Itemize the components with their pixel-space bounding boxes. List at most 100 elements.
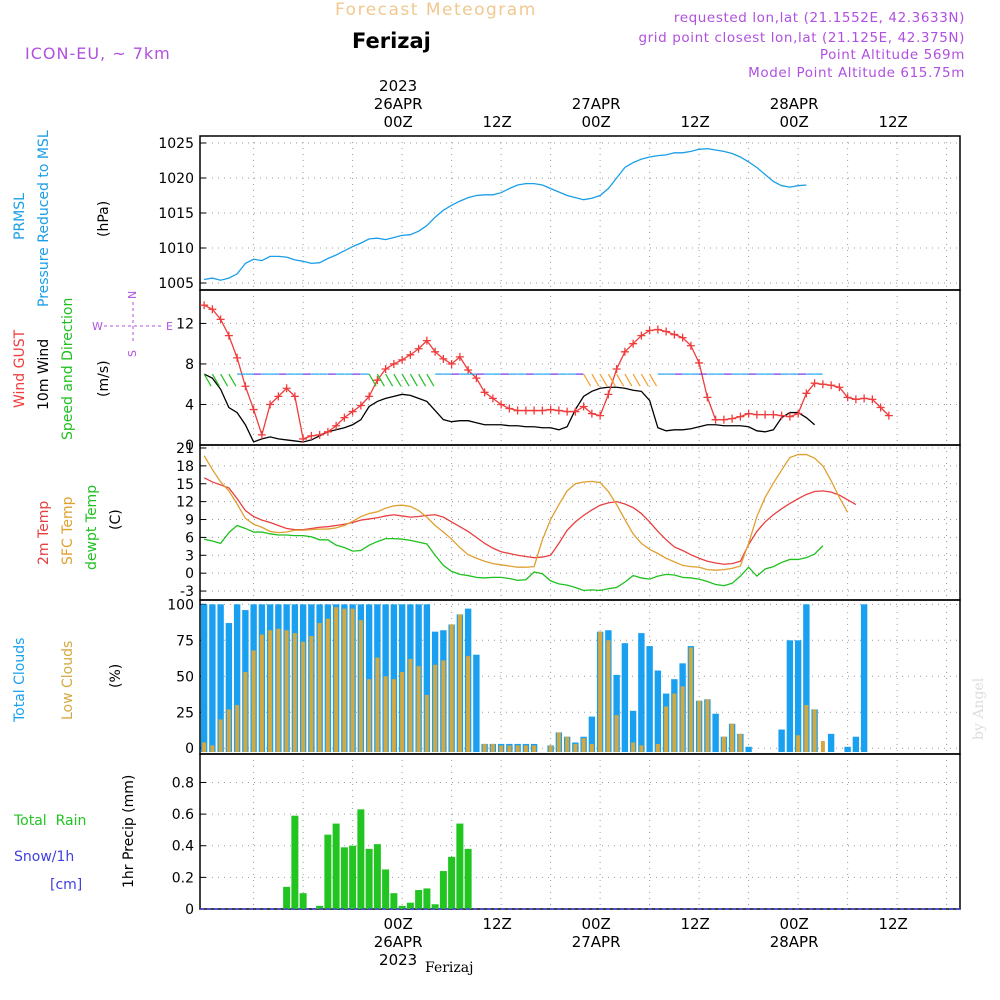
temperature-tick-label: 21 [176,441,194,457]
top-date-label: 27APR [572,95,621,113]
gust-marker [250,406,258,414]
temp-2m-line [204,478,856,564]
top-date-label: 26APR [374,95,423,113]
low-cloud-bar [293,633,297,752]
pressure-tick-label: 1025 [158,136,194,152]
precip-tick-label: 0.6 [172,807,194,823]
total-cloud-bar [473,655,479,752]
wind-direction-arrow [617,374,624,386]
rain-bar [465,849,472,909]
total-cloud-bar [861,604,867,752]
wind-direction-arrow [592,374,599,386]
wind-direction-arrow [650,374,657,386]
top-hour-label: 00Z [581,113,610,131]
low-cloud-bar [549,745,553,752]
gust-marker [538,407,546,415]
low-cloud-bar [441,660,445,752]
low-cloud-bar [738,734,742,752]
low-cloud-bar [375,658,379,752]
temp-sfc-line [204,455,848,571]
model-label: ICON-EU, ~ 7km [25,44,171,63]
wind-direction-arrow [410,374,417,386]
gust-marker [241,382,249,390]
wind-tick-label: 8 [185,357,194,373]
gust-marker [827,381,835,389]
requested-coords: requested lon,lat (21.1552E, 42.3633N) [674,10,965,26]
low-cloud-bar [730,724,734,752]
wind-direction-arrow [600,374,607,386]
low-cloud-bar [235,705,239,752]
low-cloud-bar [697,701,701,752]
total-cloud-bar [712,714,718,752]
top-year-label: 2023 [379,77,417,95]
temp-unit: (C) [108,509,124,530]
low-cloud-bar [491,744,495,752]
bottom-hour-label: 12Z [878,915,907,933]
total-cloud-bar [201,604,207,752]
wind-direction-arrow [419,374,426,386]
pressure-line [204,149,806,281]
total-cloud-bar [828,734,834,752]
rain-bar [300,893,307,909]
pressure-tick-label: 1015 [158,206,194,222]
gust-marker [728,415,736,423]
gust-marker [695,359,703,367]
low-cloud-bar [573,744,577,752]
chart-title: Forecast Meteogram [335,0,537,20]
gust-marker [514,407,522,415]
low-cloud-bar [334,607,338,752]
temperature-tick-label: 15 [176,477,194,493]
panel-frame [200,445,960,600]
gust-marker [613,365,621,373]
low-cloud-bar [804,705,808,752]
low-cloud-bar [582,738,586,752]
location-title: Ferizaj [352,29,431,53]
low-cloud-bar [400,672,404,752]
low-cloud-bar [384,676,388,752]
low-cloud-bar [417,666,421,752]
low-cloud-bar [285,630,289,752]
low-cloud-bar [631,742,635,752]
clouds-tick-label: 25 [176,705,194,721]
time-axis-top: 202326APR00Z 12Z27APR00Z 12Z28APR00Z 12Z [374,77,908,131]
meteogram: Forecast Meteogram Ferizaj ICON-EU, ~ 7k… [0,0,1000,1000]
gust-marker [662,328,670,336]
low-cloud-bar [260,635,264,752]
clouds-tick-label: 75 [176,633,194,649]
wind-direction-arrow [386,374,393,386]
panel-pressure: 10051010101510201025 [158,136,960,292]
low-cloud-bar [507,745,511,752]
rain-bar [341,847,348,909]
wind-direction-arrow [641,374,648,386]
total-cloud-bar [844,747,850,752]
compass-s: S [126,350,139,357]
clouds-tick-label: 100 [167,597,194,613]
rain-bar [423,888,430,909]
compass-w: W [92,320,103,333]
total-cloud-bar [778,730,784,752]
gust-marker [712,416,720,424]
pressure-tick-label: 1010 [158,241,194,257]
gust-marker [596,412,604,420]
bottom-hour-label: 00Z [779,915,808,933]
low-cloud-bar [813,709,817,752]
temp-dewpt-line [204,525,823,590]
panel-wind: 04812 [176,290,960,454]
pressure-panel-labels: PRMSL Pressure Reduced to MSL (hPa) [12,130,112,307]
rain-bar [357,809,364,909]
clouds-panel-labels: Total Clouds Low Clouds (%) [12,638,124,723]
temperature-tick-label: 0 [185,566,194,582]
gust-marker [522,407,530,415]
gust-marker [200,301,208,309]
rain-bar [407,903,414,909]
low-cloud-bar [656,744,660,752]
low-cloud-bar [408,659,412,752]
clouds-tick-label: 50 [176,669,194,685]
precip-label-snow: Snow/1h [14,849,74,865]
low-cloud-bar [557,732,561,752]
low-cloud-bar [516,745,520,752]
low-cloud-bar [681,686,685,752]
temperature-tick-label: 3 [185,548,194,564]
gust-marker [794,410,802,418]
gust-marker [563,408,571,416]
